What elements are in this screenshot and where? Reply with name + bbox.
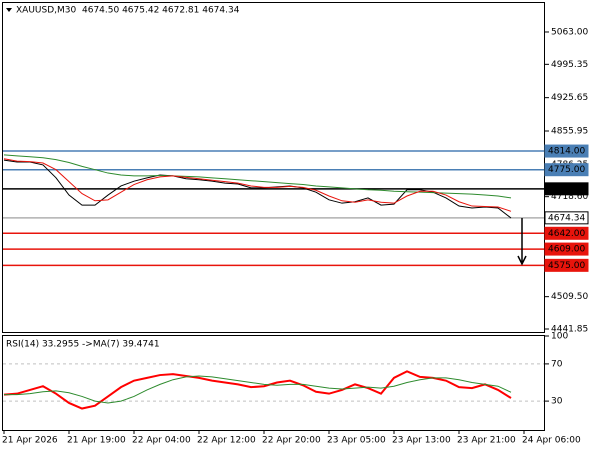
y-tick-label: 5063.00 (551, 27, 588, 37)
y-tick-label: 4855.95 (551, 126, 588, 136)
level-label: 4674.34 (548, 213, 585, 223)
x-tick-label: 24 Apr 06:00 (522, 436, 581, 446)
symbol: XAUUSD,M30 (16, 6, 76, 16)
level-label: 4609.00 (548, 245, 585, 255)
x-tick-label: 22 Apr 20:00 (262, 436, 321, 446)
y-tick-label: 70 (551, 359, 563, 369)
x-tick-label: 22 Apr 12:00 (197, 436, 256, 446)
y-tick-label: 4995.35 (551, 60, 588, 70)
menu-icon (6, 8, 12, 12)
ohlc: 4674.50 4675.42 4672.81 4674.34 (82, 6, 240, 16)
x-tick-label: 21 Apr 19:00 (67, 436, 126, 446)
y-tick-label: 4925.65 (551, 93, 588, 103)
level-label-box (544, 182, 589, 196)
series-line (3, 370, 512, 410)
series-line (4, 375, 512, 404)
plot: 5063.004995.354925.654855.954786.254718.… (2, 27, 589, 446)
x-tick-label: 21 Apr 2026 (2, 436, 58, 446)
series-line (3, 158, 512, 212)
level-label: 4642.00 (548, 229, 585, 239)
level-label: 4575.00 (548, 261, 585, 271)
level-label: 4814.00 (548, 147, 585, 157)
y-tick-label: 4718.60 (551, 192, 588, 202)
series-line (3, 154, 512, 199)
x-tick-label: 23 Apr 21:00 (457, 436, 516, 446)
rsi-title: RSI(14) 33.2955 ->MA(7) 39.4741 (6, 340, 160, 350)
level-label-box (544, 226, 589, 240)
level-label-box (544, 144, 589, 158)
arrow (517, 218, 527, 266)
y-tick-label: 100 (551, 332, 568, 342)
level-label-box (544, 211, 589, 225)
x-tick-label: 23 Apr 13:00 (392, 436, 451, 446)
x-tick-label: 23 Apr 05:00 (327, 436, 386, 446)
level-label-box (544, 163, 589, 177)
y-tick-label: 4509.50 (551, 292, 588, 302)
rsi-frame (2, 335, 545, 431)
y-tick-label: 30 (551, 397, 563, 407)
x-tick-label: 22 Apr 04:00 (132, 436, 191, 446)
level-label-box (544, 258, 589, 272)
level-label-box (544, 242, 589, 256)
y-tick-label: 4441.85 (551, 325, 588, 335)
level-label: 4775.00 (548, 165, 585, 175)
level-label: 4735.00 (548, 184, 585, 194)
